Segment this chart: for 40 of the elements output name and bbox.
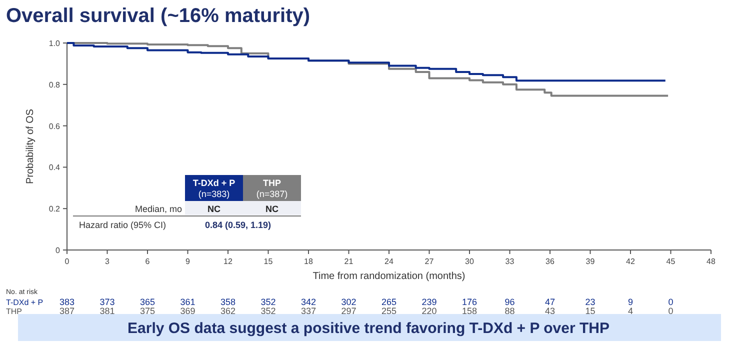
annotation: 0.84 (0.59, 1.19) xyxy=(205,220,272,230)
y-tick-label: 0.6 xyxy=(48,122,61,131)
x-tick-label: 15 xyxy=(264,257,274,266)
text: T-DXd + P xyxy=(192,178,236,188)
x-tick-label: 48 xyxy=(706,257,716,266)
y-tick-label: 0.4 xyxy=(48,163,61,172)
x-tick-label: 27 xyxy=(424,257,434,266)
chart-title: Overall survival (~16% maturity) xyxy=(6,5,310,27)
annotation: NC xyxy=(208,204,221,214)
x-tick-label: 0 xyxy=(64,257,70,266)
y-tick-label: 1.0 xyxy=(48,39,61,48)
text: THP xyxy=(6,307,22,316)
y-axis-title: Probability of OS xyxy=(25,108,36,184)
x-tick-label: 21 xyxy=(344,257,354,266)
y-tick-label: 0.8 xyxy=(48,80,61,90)
x-tick-label: 45 xyxy=(666,257,676,266)
x-tick-label: 24 xyxy=(384,257,394,266)
x-tick-label: 3 xyxy=(105,257,110,266)
text: 387 381 375 369 362 352 337 297 255 220 158 88 43 15 4 0 xyxy=(59,306,674,316)
annotation: NC xyxy=(266,204,279,214)
text: THP xyxy=(263,178,281,188)
text: Early OS data suggest a positive trend favoring T-DXd + P over THP xyxy=(128,320,610,337)
annotation: (n=383) xyxy=(198,189,230,199)
text: T-DXd + P xyxy=(6,298,44,307)
x-tick-label: 39 xyxy=(586,257,596,266)
annotation: Hazard ratio (95% CI) xyxy=(79,220,166,230)
annotation: (n=387) xyxy=(256,189,288,199)
x-tick-label: 36 xyxy=(546,257,555,266)
x-tick-label: 6 xyxy=(145,257,150,266)
x-axis-title: Time from randomization (months) xyxy=(312,271,466,282)
x-tick-label: 9 xyxy=(186,257,191,266)
x-tick-label: 33 xyxy=(505,257,515,266)
text: 383 373 365 361 358 352 342 302 265 239 176 96 47 23 9 0 xyxy=(59,297,674,307)
y-tick-label: 0.2 xyxy=(48,204,61,214)
x-tick-label: 18 xyxy=(304,257,314,266)
x-tick-label: 12 xyxy=(224,257,233,266)
x-tick-label: 42 xyxy=(626,257,636,266)
x-tick-label: 30 xyxy=(465,257,474,266)
annotation: Median, mo xyxy=(134,204,182,214)
y-tick-label: 0 xyxy=(56,246,61,255)
